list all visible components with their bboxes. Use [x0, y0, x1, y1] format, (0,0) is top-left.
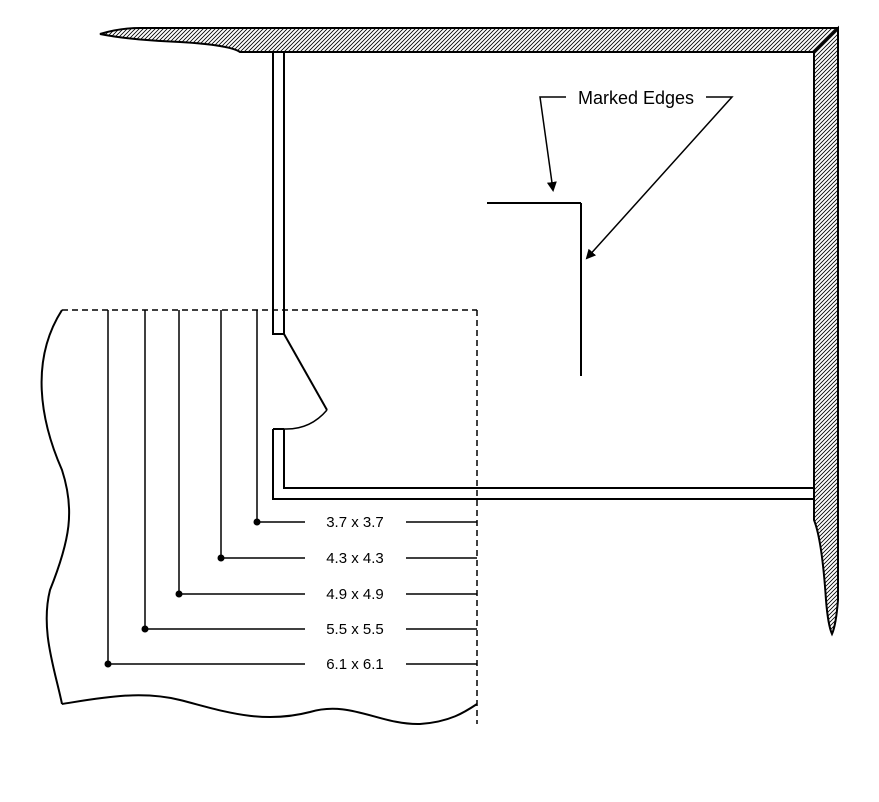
top-wall: [99, 27, 839, 53]
door-leaf: [283, 333, 328, 411]
dimension-lines: 3.7 x 3.7 4.3 x 4.3 4.9 x 4.9 5.5 x 5.5 …: [104, 310, 477, 673]
cutaway-left-break: [40, 309, 71, 705]
dimension-label: 6.1 x 6.1: [326, 656, 384, 673]
callout-leader-right: [585, 96, 734, 260]
dimension-line: 5.5 x 5.5: [141, 310, 477, 638]
dimension-line: 3.7 x 3.7: [253, 310, 477, 531]
right-wall: [813, 25, 839, 637]
dimension-label: 5.5 x 5.5: [326, 621, 384, 638]
dimension-label: 4.3 x 4.3: [326, 550, 384, 567]
cutaway-bottom-break: [61, 694, 478, 726]
dimension-line: 4.9 x 4.9: [175, 310, 477, 603]
callout-label: Marked Edges: [578, 88, 694, 108]
dimension-line: 4.3 x 4.3: [217, 310, 477, 567]
callout-leader-left: [539, 96, 566, 192]
dimension-line: 6.1 x 6.1: [104, 310, 477, 673]
door-swing-arc: [283, 409, 328, 430]
interior-partition-upper: [272, 52, 285, 335]
interior-partition-lower: [272, 428, 814, 500]
dimension-label: 3.7 x 3.7: [326, 514, 384, 531]
dimension-label: 4.9 x 4.9: [326, 586, 384, 603]
